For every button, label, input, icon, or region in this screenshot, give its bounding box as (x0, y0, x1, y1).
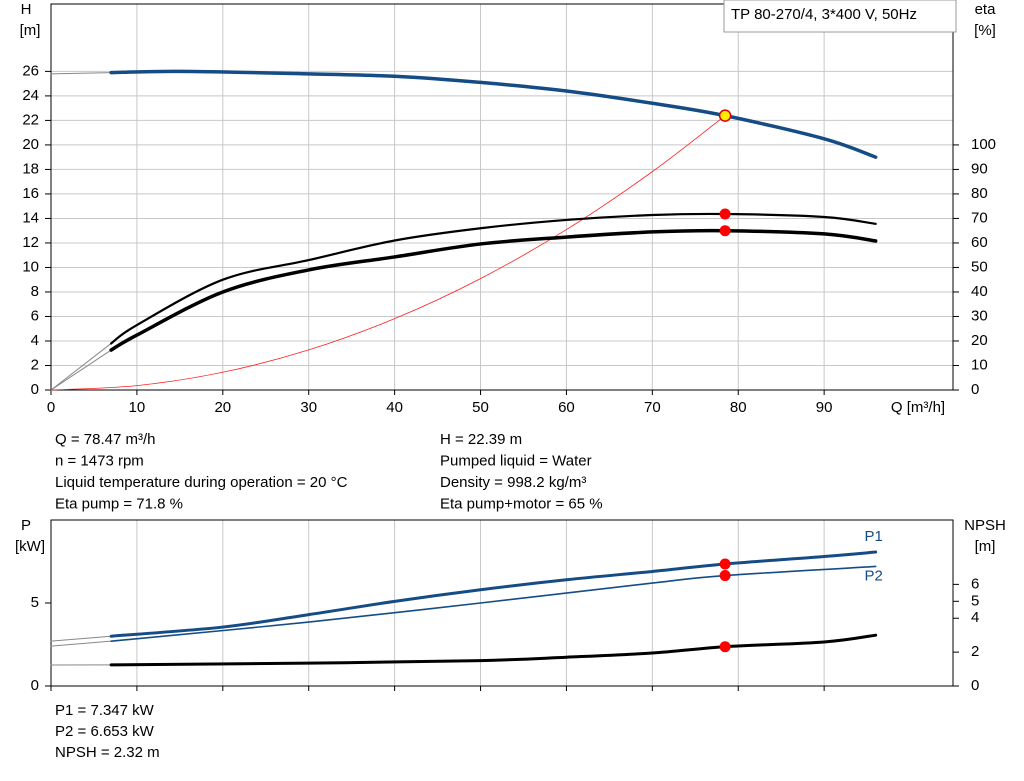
curve (109, 69, 878, 159)
y2-tick-label: 70 (971, 209, 988, 226)
y-tick-label: 12 (22, 234, 39, 251)
y-tick-label: 16 (22, 185, 39, 202)
x-tick-label: 10 (129, 399, 146, 416)
legend-text: TP 80-270/4, 3*400 V, 50Hz (731, 6, 917, 23)
x-axis-label: Q [m³/h] (891, 399, 945, 416)
y2-tick-label: 80 (971, 185, 988, 202)
info-text: H = 22.39 m (440, 431, 522, 448)
y-axis-label: [kW] (15, 538, 45, 555)
y2-tick-label: 50 (971, 258, 988, 275)
y2-tick-label: 2 (971, 643, 979, 660)
y2-tick-label: 20 (971, 332, 988, 349)
y-tick-label: 0 (31, 381, 39, 398)
info-text: Eta pump = 71.8 % (55, 495, 183, 512)
y-tick-label: 5 (31, 594, 39, 611)
x-tick-label: 60 (558, 399, 575, 416)
y-tick-label: 2 (31, 356, 39, 373)
y-axis-label: P (21, 517, 31, 534)
x-tick-label: 30 (300, 399, 317, 416)
y2-tick-label: 60 (971, 234, 988, 251)
y-axis-label: [m] (20, 22, 41, 39)
curve (109, 228, 878, 352)
y-tick-label: 4 (31, 332, 39, 349)
operating-point (719, 641, 731, 653)
info-text: Liquid temperature during operation = 20… (55, 474, 348, 491)
curve (110, 212, 877, 345)
x-tick-label: 90 (816, 399, 833, 416)
y-tick-label: 0 (31, 677, 39, 694)
y-tick-label: 18 (22, 160, 39, 177)
plot-frame (50, 519, 954, 687)
info-text: Density = 998.2 kg/m³ (440, 474, 586, 491)
x-tick-label: 80 (730, 399, 747, 416)
y-tick-label: 14 (22, 209, 39, 226)
x-tick-label: 20 (214, 399, 231, 416)
info-text: P2 = 6.653 kW (55, 723, 155, 740)
operating-point (719, 225, 731, 237)
curve-label: P2 (865, 567, 883, 584)
curve (50, 115, 726, 391)
y2-axis-label: [m] (975, 538, 996, 555)
curve (109, 633, 878, 667)
y2-axis-label: eta (975, 1, 997, 18)
y-tick-label: 22 (22, 111, 39, 128)
y2-tick-label: 10 (971, 356, 988, 373)
y-tick-label: 24 (22, 87, 39, 104)
y2-tick-label: 100 (971, 136, 996, 153)
info-text: n = 1473 rpm (55, 452, 144, 469)
info-text: Q = 78.47 m³/h (55, 431, 155, 448)
y-axis-label: H (21, 1, 32, 18)
y-tick-label: 6 (31, 307, 39, 324)
x-tick-label: 50 (472, 399, 489, 416)
y2-tick-label: 6 (971, 575, 979, 592)
curve (50, 635, 112, 642)
y2-axis-label: NPSH (964, 517, 1006, 534)
operating-point (719, 558, 731, 570)
x-tick-label: 40 (386, 399, 403, 416)
y2-tick-label: 30 (971, 307, 988, 324)
y-tick-label: 8 (31, 283, 39, 300)
legend-box (723, 0, 957, 33)
operating-point (719, 208, 731, 220)
curve (50, 349, 112, 391)
y2-tick-label: 90 (971, 160, 988, 177)
x-tick-label: 0 (47, 399, 55, 416)
y2-tick-label: 40 (971, 283, 988, 300)
operating-point (718, 109, 732, 122)
y2-tick-label: 0 (971, 677, 979, 694)
operating-point (719, 570, 731, 582)
y-tick-label: 26 (22, 62, 39, 79)
y2-axis-label: [%] (974, 22, 996, 39)
y2-tick-label: 4 (971, 609, 979, 626)
curve (110, 565, 877, 642)
y2-tick-label: 0 (971, 381, 979, 398)
y-tick-label: 20 (22, 136, 39, 153)
info-text: Eta pump+motor = 65 % (440, 495, 603, 512)
curve (50, 72, 112, 75)
curve-label: P1 (865, 528, 883, 545)
info-text: Pumped liquid = Water (440, 452, 592, 469)
info-text: NPSH = 2.32 m (55, 744, 160, 761)
curve (50, 640, 112, 647)
plot-frame (50, 3, 954, 391)
x-tick-label: 70 (644, 399, 661, 416)
info-text: P1 = 7.347 kW (55, 702, 155, 719)
y-tick-label: 10 (22, 258, 39, 275)
y2-tick-label: 5 (971, 592, 979, 609)
curve (50, 342, 112, 391)
curve (109, 550, 878, 638)
